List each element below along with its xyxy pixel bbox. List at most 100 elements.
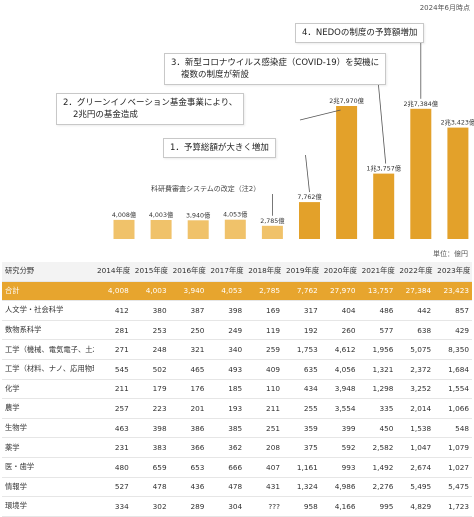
table-cell: 431 (245, 477, 283, 498)
column-header-field: 研究分野 (2, 262, 94, 282)
bar-2022年度 (410, 108, 432, 239)
table-cell: 463 (94, 418, 132, 439)
bar-2018年度 (261, 225, 283, 239)
annotation-review-system: 科研費審査システムの改定（注2） (151, 185, 261, 193)
table-cell: 1,684 (434, 359, 472, 380)
table-cell: 1,753 (282, 339, 321, 360)
table-row: 医・歯学 480 659 653 666 407 1,161 993 1,492 2,674 1,0… (2, 457, 472, 478)
table-cell: 5,475 (434, 477, 472, 498)
table-cell: 385 (207, 418, 246, 439)
table-cell: 380 (131, 300, 170, 321)
table-cell: 398 (131, 418, 170, 439)
table-cell: 2,372 (396, 359, 435, 380)
table-cell: 409 (245, 359, 283, 380)
table-cell: 442 (396, 300, 435, 321)
table-cell: 2,582 (358, 437, 397, 458)
callout-2-line-1: 2．グリーンイノベーション基金事業により、 (63, 98, 238, 108)
table-cell: 375 (282, 437, 321, 458)
table-cell: 486 (358, 300, 397, 321)
table-cell: 4,829 (396, 496, 435, 517)
table-cell: 434 (282, 379, 321, 400)
table-cell: 1,324 (282, 477, 321, 498)
callout-2-line-2: 2兆円の基金造成 (73, 110, 138, 120)
column-header-year: 2023年度 (434, 262, 472, 282)
callout-3-line-2: 複数の制度が新設 (181, 70, 250, 80)
table-cell: 548 (434, 418, 472, 439)
bar-value-label: 2兆7,970億 (329, 96, 364, 105)
table-cell: 653 (169, 457, 208, 478)
table-cell: 407 (245, 457, 283, 478)
figure: 4,008億 4,003億 3,940億 4,053億 2,785億 7,762億 2兆7,… (2, 4, 474, 517)
bar-2017年度 (224, 219, 246, 239)
table-cell: 317 (282, 300, 321, 321)
table-cell: 4,056 (320, 359, 359, 380)
leader-line-3 (377, 79, 387, 164)
table-cell: 2,674 (396, 457, 435, 478)
table-cell: 1,538 (396, 418, 435, 439)
callout-4-line-1: 4．NEDOの制度の予算額増加 (302, 28, 418, 38)
table-cell: 1,066 (434, 398, 472, 419)
table-row: 数物系科学 281 253 250 249 119 192 260 577 638 429 (2, 320, 472, 341)
row-label: 医・歯学 (2, 457, 94, 478)
table-cell: 211 (245, 398, 283, 419)
bar-2016年度 (187, 220, 209, 239)
table-cell: 334 (94, 496, 132, 517)
bar-value-label: 2,785億 (260, 216, 285, 225)
table-row: 生物学 463 398 386 385 251 359 399 450 1,538 548 (2, 418, 472, 439)
bar-2019年度 (299, 202, 320, 239)
column-header-year: 2016年度 (169, 262, 208, 282)
table-cell: 255 (282, 398, 321, 419)
table-row: 工学（機械、電気電子、土木等）2712483213402591,7534,612… (2, 339, 472, 360)
table-cell: 321 (169, 339, 208, 360)
table-row: 環境学 334 302 289 304??? 958 4,166 995 4,829 1,723 (2, 496, 472, 517)
bar-value-label: 4,003億 (149, 210, 174, 219)
table-cell: 7,762 (282, 281, 321, 302)
table-cell: 958 (282, 496, 321, 517)
bar-2023年度 (447, 127, 469, 239)
table-cell: 302 (131, 496, 170, 517)
table-row: 人文学・社会科学 412 380 387 398 169 317 404 486 442 857 (2, 300, 472, 321)
as-of-date: 2024年6月時点 (419, 4, 470, 12)
table-cell: 2,276 (358, 477, 397, 498)
table-cell: 359 (282, 418, 321, 439)
table-cell: 480 (94, 457, 132, 478)
table-cell: 577 (358, 320, 397, 341)
row-label: 生物学 (2, 418, 94, 439)
table-cell: 527 (94, 477, 132, 498)
table-cell: 2,014 (396, 398, 435, 419)
table-cell: 1,047 (396, 437, 435, 458)
bar-value-label: 7,762億 (297, 192, 322, 201)
bar-2020年度 (336, 106, 358, 239)
table-cell: ??? (245, 496, 283, 517)
table-cell: 857 (434, 300, 472, 321)
table-cell: 1,161 (282, 457, 321, 478)
table-cell: 493 (207, 359, 246, 380)
table-cell: 208 (245, 437, 283, 458)
table-cell: 179 (131, 379, 170, 400)
table-cell: 211 (94, 379, 132, 400)
table-cell: 412 (94, 300, 132, 321)
bar-chart: 4,008億 4,003億 3,940億 4,053億 2,785億 7,762億 2兆7,… (112, 42, 474, 239)
table-cell: 5,495 (396, 477, 435, 498)
table-row: 化学 211 179 176 185 110 434 3,948 1,298 3,252 1,554 (2, 379, 472, 400)
table-cell: 1,956 (358, 339, 397, 360)
table-cell: 27,384 (396, 281, 435, 302)
leader-line-1 (305, 154, 310, 193)
table-cell: 366 (169, 437, 208, 458)
row-label: 情報学 (2, 477, 94, 498)
table-cell: 387 (169, 300, 208, 321)
table-cell: 478 (131, 477, 170, 498)
table-cell: 436 (169, 477, 208, 498)
table-cell: 3,948 (320, 379, 359, 400)
table-cell: 450 (358, 418, 397, 439)
table-cell: 1,492 (358, 457, 397, 478)
table-cell: 304 (207, 496, 246, 517)
table-cell: 1,321 (358, 359, 397, 380)
callout-2: 2．グリーンイノベーション基金事業により、 2兆円の基金造成 (56, 93, 245, 125)
table-cell: 4,003 (131, 281, 170, 302)
table-cell: 659 (131, 457, 170, 478)
table-cell: 429 (434, 320, 472, 341)
row-label: 化学 (2, 379, 94, 400)
table-cell: 1,723 (434, 496, 472, 517)
table-cell: 386 (169, 418, 208, 439)
